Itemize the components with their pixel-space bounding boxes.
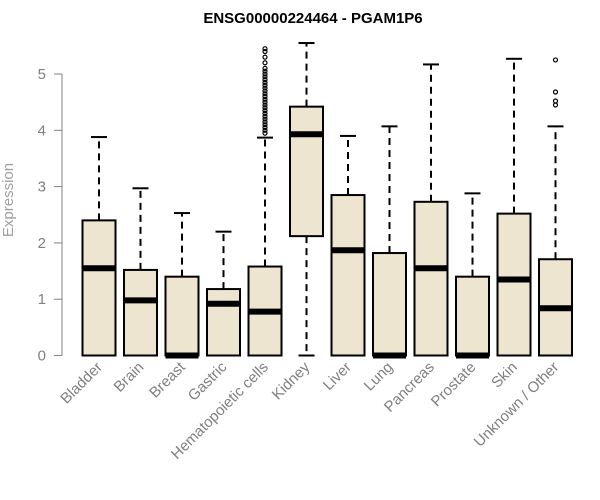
outlier-point	[262, 77, 268, 83]
x-tick-label: Liver	[320, 359, 355, 394]
box-iqr	[496, 212, 532, 357]
outlier-point	[262, 102, 268, 108]
box-bladder	[81, 136, 117, 357]
outlier-point	[262, 99, 268, 105]
outlier-point	[262, 88, 268, 94]
outlier-point	[262, 116, 268, 122]
x-tick-label: Brain	[111, 359, 148, 396]
box-iqr	[81, 219, 117, 357]
box-liver	[330, 134, 366, 357]
box-iqr	[123, 268, 158, 357]
outlier-point	[262, 122, 268, 128]
box-group	[81, 42, 573, 359]
outlier-point	[262, 96, 268, 102]
outlier-point	[262, 119, 268, 125]
y-tick-label: 1	[38, 291, 46, 308]
y-tick-label: 5	[38, 66, 46, 83]
outlier-point	[262, 107, 268, 114]
box-gastric	[206, 230, 241, 357]
x-tick-label: Kidney	[269, 358, 314, 403]
chart-title: ENSG00000224464 - PGAM1P6	[203, 10, 422, 27]
outlier-point	[262, 46, 268, 52]
outlier-point	[262, 65, 268, 71]
outlier-point	[262, 48, 268, 55]
y-axis-label: Expression	[0, 163, 17, 237]
x-tick-label: Breast	[146, 358, 189, 401]
box-iqr	[413, 200, 449, 357]
y-axis: 0 1 2 3 4 5	[38, 66, 63, 365]
outlier-point	[262, 105, 268, 111]
x-tick-label: Skin	[488, 359, 521, 392]
outlier-point	[262, 91, 268, 97]
y-tick-label: 2	[38, 235, 46, 252]
outlier-point	[262, 113, 268, 119]
box-pancreas	[413, 63, 449, 357]
outlier-point	[262, 130, 268, 136]
y-tick-label: 4	[38, 122, 46, 139]
outlier-point	[262, 71, 268, 77]
x-tick-label: Prostate	[428, 359, 480, 411]
outlier-point	[262, 124, 268, 131]
box-iqr	[164, 275, 200, 357]
box-iqr	[372, 252, 407, 357]
outlier-point	[262, 79, 268, 86]
box-kidney	[289, 42, 324, 357]
outlier-point	[552, 98, 559, 104]
outlier-point	[262, 82, 268, 88]
box-brain	[123, 187, 158, 357]
box-skin	[496, 57, 532, 357]
outlier-point	[262, 110, 268, 117]
outlier-point	[262, 85, 268, 91]
outlier-point	[262, 60, 268, 66]
box-breast	[164, 212, 200, 359]
outlier-point	[552, 89, 559, 95]
x-tick-label: Lung	[361, 359, 397, 395]
box-unknown-other	[538, 57, 573, 357]
y-tick-label: 0	[38, 348, 46, 365]
y-tick-label: 3	[38, 179, 46, 196]
outlier-point	[262, 54, 268, 60]
outlier-point	[262, 127, 268, 133]
outlier-point	[262, 68, 268, 74]
box-iqr	[330, 194, 366, 357]
box-lung	[372, 125, 407, 359]
outlier-point	[262, 74, 268, 80]
box-hematopoietic-cells	[247, 46, 283, 357]
box-iqr	[206, 288, 241, 357]
outlier-point	[552, 57, 559, 63]
outlier-point	[262, 93, 268, 100]
box-iqr	[455, 275, 490, 357]
box-prostate	[455, 192, 490, 359]
box-iqr	[289, 105, 324, 238]
x-tick-label: Bladder	[57, 359, 106, 408]
